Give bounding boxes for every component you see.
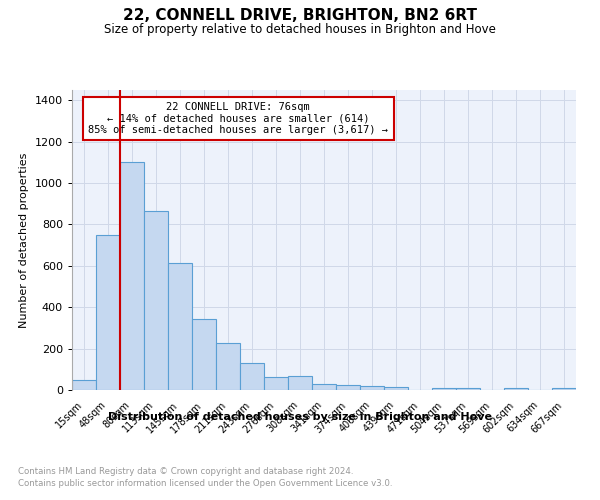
Bar	[216, 343, 240, 390]
Bar	[504, 388, 528, 390]
Bar	[120, 162, 144, 390]
Text: Size of property relative to detached houses in Brighton and Hove: Size of property relative to detached ho…	[104, 22, 496, 36]
Bar	[384, 387, 408, 390]
Bar	[240, 363, 264, 390]
Bar	[72, 380, 96, 390]
Text: 22 CONNELL DRIVE: 76sqm
← 14% of detached houses are smaller (614)
85% of semi-d: 22 CONNELL DRIVE: 76sqm ← 14% of detache…	[88, 102, 388, 135]
Bar	[264, 376, 288, 390]
Text: 22, CONNELL DRIVE, BRIGHTON, BN2 6RT: 22, CONNELL DRIVE, BRIGHTON, BN2 6RT	[123, 8, 477, 22]
Bar	[312, 384, 336, 390]
Bar	[432, 388, 456, 390]
Bar	[144, 211, 168, 390]
Bar	[96, 235, 120, 390]
Y-axis label: Number of detached properties: Number of detached properties	[19, 152, 29, 328]
Bar	[288, 376, 312, 390]
Bar	[456, 388, 480, 390]
Text: Contains public sector information licensed under the Open Government Licence v3: Contains public sector information licen…	[18, 479, 392, 488]
Bar	[168, 263, 192, 390]
Text: Contains HM Land Registry data © Crown copyright and database right 2024.: Contains HM Land Registry data © Crown c…	[18, 468, 353, 476]
Bar	[360, 386, 384, 390]
Bar	[192, 319, 216, 390]
Bar	[336, 384, 360, 390]
Bar	[552, 388, 576, 390]
Text: Distribution of detached houses by size in Brighton and Hove: Distribution of detached houses by size …	[108, 412, 492, 422]
